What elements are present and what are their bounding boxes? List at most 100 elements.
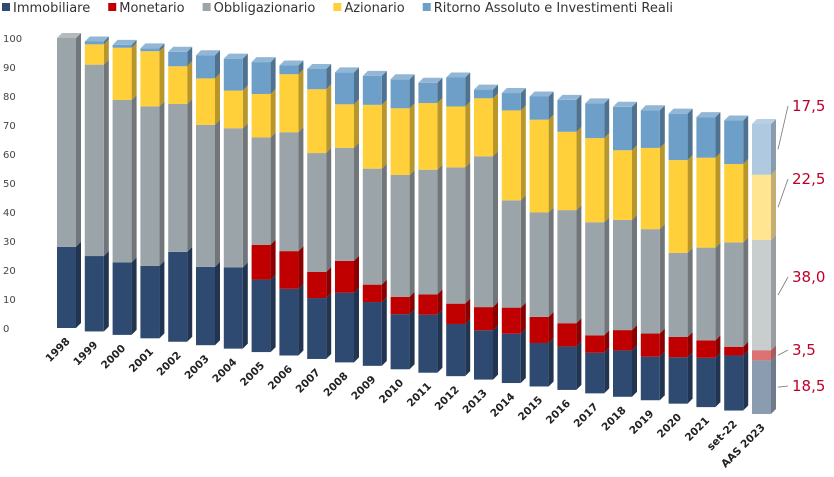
bar-top-cap: [668, 108, 693, 114]
bar-segment-ritorno-assoluto-e-investimenti-reali: [557, 99, 577, 132]
bar-stack-1998: [57, 33, 81, 328]
bar-top-cap: [613, 101, 637, 107]
bar-side-azionario: [103, 39, 109, 65]
bar-stack-2009: [362, 70, 387, 366]
y-tick-label: 90: [3, 63, 16, 74]
bar-segment-monetario: [446, 303, 466, 324]
bar-side-azionario: [215, 73, 220, 125]
annotation-leader-line: [777, 276, 789, 296]
bar-segment-immobiliare: [57, 246, 76, 328]
bar-segment-azionario: [501, 110, 521, 201]
bar-side-azionario: [437, 98, 443, 170]
bar-segment-ritorno-assoluto-e-investimenti-reali: [307, 68, 327, 90]
bar-segment-immobiliare: [279, 288, 299, 356]
bar-side-azionario: [187, 61, 193, 104]
bar-side-immobiliare: [520, 328, 526, 384]
bar-side-azionario: [326, 84, 332, 154]
bar-stack-2005: [251, 57, 276, 353]
bar-segment-immobiliare: [307, 298, 327, 359]
bar-side-azionario: [131, 42, 137, 100]
bar-segment-obbligazionario: [251, 137, 271, 245]
bar-side-azionario: [409, 103, 415, 175]
bar-segment-azionario: [474, 98, 493, 157]
bar-side-ritorno-assoluto-e-investimenti-reali: [548, 91, 554, 120]
bar-segment-monetario: [307, 271, 327, 299]
bar-side-azionario: [242, 85, 248, 129]
bar-segment-azionario: [724, 164, 744, 243]
bar-segment-ritorno-assoluto-e-investimenti-reali: [223, 58, 243, 91]
bar-stack-2002: [168, 46, 193, 342]
x-tick-label: 2007: [294, 367, 323, 396]
bar-top-cap: [57, 33, 81, 38]
bar-side-azionario: [576, 126, 582, 211]
bar-segment-obbligazionario: [418, 169, 438, 295]
bar-top-cap: [390, 74, 415, 80]
y-tick-label: 10: [3, 295, 16, 306]
bar-side-ritorno-assoluto-e-investimenti-reali: [576, 94, 582, 132]
bar-segment-ritorno-assoluto-e-investimenti-reali: [418, 82, 438, 104]
y-tick-label: 20: [3, 266, 16, 277]
bar-side-monetario: [604, 330, 610, 353]
bar-side-obbligazionario: [548, 207, 554, 317]
bar-segment-azionario: [168, 66, 188, 104]
bar-segment-ritorno-assoluto-e-investimenti-reali: [140, 48, 160, 52]
bar-stack-2004: [223, 53, 248, 349]
bar-top-cap: [585, 98, 610, 104]
bar-segment-immobiliare: [140, 265, 160, 339]
bar-side-immobiliare: [715, 352, 721, 408]
bar-segment-obbligazionario: [613, 219, 632, 331]
bar-side-azionario: [632, 145, 637, 220]
bar-side-ritorno-assoluto-e-investimenti-reali: [465, 72, 471, 107]
bar-segment-ritorno-assoluto-e-investimenti-reali: [362, 75, 382, 105]
annotation-leader-line: [777, 385, 789, 388]
bar-side-obbligazionario: [298, 127, 304, 252]
annotation-leader-line: [777, 178, 789, 208]
bar-top-cap: [474, 84, 498, 90]
bar-segment-ritorno-assoluto-e-investimenti-reali: [724, 120, 744, 165]
bar-side-monetario: [465, 298, 471, 324]
bar-side-monetario: [381, 279, 387, 303]
bar-segment-monetario: [390, 296, 410, 315]
x-tick-label: 2001: [127, 346, 156, 375]
bar-side-monetario: [576, 318, 582, 347]
bar-segment-obbligazionario: [640, 229, 660, 334]
bar-segment-obbligazionario: [335, 147, 354, 261]
bar-side-monetario: [632, 325, 637, 351]
bar-side-monetario: [354, 255, 359, 293]
bar-segment-obbligazionario: [724, 242, 744, 347]
bar-side-ritorno-assoluto-e-investimenti-reali: [687, 108, 693, 161]
x-tick-label: 2017: [572, 401, 601, 430]
bar-side-ritorno-assoluto-e-investimenti-reali: [326, 63, 332, 90]
legend-label-ritorno-assoluto-e-investimenti-reali: Ritorno Assoluto e Investimenti Reali: [434, 1, 673, 16]
x-tick-label: 2015: [516, 394, 545, 423]
y-tick-label: 70: [3, 121, 16, 132]
bar-stack-2007: [307, 63, 332, 359]
bar-segment-immobiliare: [585, 352, 605, 394]
bar-side-obbligazionario: [242, 123, 248, 268]
bar-top-cap: [501, 88, 526, 94]
bar-side-azionario: [159, 46, 165, 107]
x-tick-label: 2004: [210, 356, 239, 385]
bar-side-ritorno-assoluto-e-investimenti-reali: [520, 88, 526, 111]
bar-side-azionario: [604, 133, 610, 223]
bar-segment-monetario: [362, 284, 382, 303]
bar-segment-monetario: [557, 323, 577, 347]
bar-side-ritorno-assoluto-e-investimenti-reali: [159, 43, 165, 52]
bar-side-obbligazionario: [270, 132, 276, 245]
bar-segment-immobiliare: [223, 267, 243, 349]
bar-segment-obbligazionario: [752, 240, 771, 351]
bar-segment-obbligazionario: [501, 200, 521, 308]
x-tick-label: 2019: [627, 408, 656, 437]
bar-top-cap: [418, 77, 443, 83]
bar-segment-obbligazionario: [57, 38, 76, 247]
bar-segment-azionario: [529, 119, 549, 213]
bar-stack-2015: [529, 91, 554, 387]
bar-side-immobiliare: [131, 257, 137, 335]
bar-segment-azionario: [279, 74, 299, 133]
bar-segment-azionario: [362, 104, 382, 169]
bar-segment-obbligazionario: [446, 167, 466, 304]
y-tick-label: 0: [3, 324, 9, 335]
x-tick-label: 2000: [99, 343, 128, 372]
bar-side-obbligazionario: [632, 214, 637, 331]
legend-swatch-ritorno-assoluto-e-investimenti-reali: [422, 3, 431, 11]
